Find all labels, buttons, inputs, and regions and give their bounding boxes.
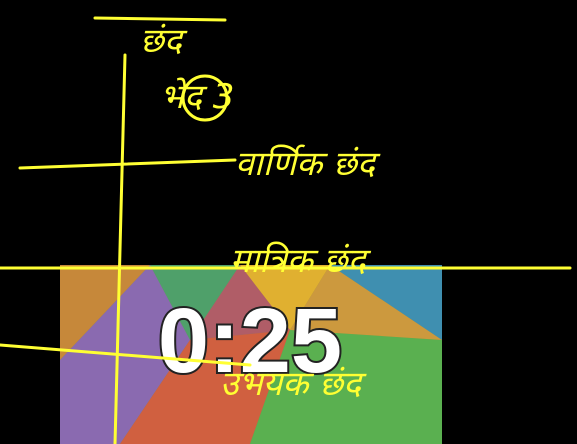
page: 0:25 छंद भेद 3 वार्णिक छंद मात्रिक छंद उ… <box>0 0 577 444</box>
heading: छंद <box>140 21 188 61</box>
item: वार्णिक छंद <box>235 144 381 184</box>
screen: 0:25 छंद भेद 3 वार्णिक छंद मात्रिक छंद उ… <box>0 0 577 444</box>
count: भेद 3 <box>160 77 234 117</box>
item: मात्रिक छंद <box>230 241 371 281</box>
item: उभयक छंद <box>220 364 367 404</box>
